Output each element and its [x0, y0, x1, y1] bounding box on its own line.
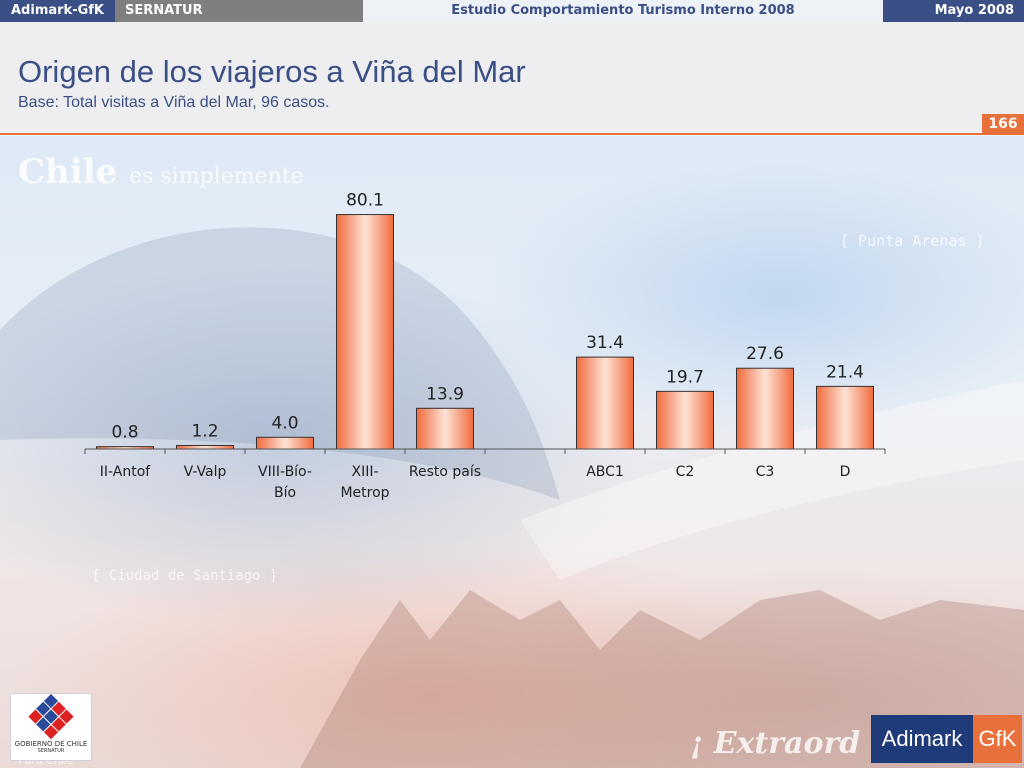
data-label: 1.2 [191, 421, 218, 441]
gobierno-logo: GOBIERNO DE CHILE SERNATUR [10, 693, 92, 761]
bar [176, 444, 234, 450]
data-label: 13.9 [426, 384, 464, 404]
sernatur-label: SERNATUR [37, 748, 65, 754]
top-bar: Adimark-GfK SERNATUR Estudio Comportamie… [0, 0, 1024, 22]
slide-header [0, 22, 1024, 134]
tick-label: V-Valp [184, 464, 227, 480]
data-label: 31.4 [586, 333, 624, 353]
bar [656, 390, 714, 450]
bar [336, 214, 394, 450]
tick-label: Resto país [409, 464, 481, 480]
bar [816, 385, 874, 450]
gobierno-label: GOBIERNO DE CHILE [14, 740, 88, 748]
bar [576, 356, 634, 450]
tick-label: Metrop [340, 485, 389, 501]
background-scenery [0, 136, 1024, 768]
tick-label: VIII-Bío- [258, 464, 312, 480]
company-label: Adimark-GfK [0, 0, 115, 22]
gfk-logo-text: GfK [973, 715, 1022, 763]
tick-label: D [840, 464, 851, 480]
client-label: SERNATUR [115, 0, 363, 22]
watermark-place-1: [ Punta Arenas ] [840, 232, 985, 250]
data-label: 80.1 [346, 191, 384, 211]
adimark-gfk-logo: Adimark GfK [871, 715, 1022, 763]
tick-label: XIII- [351, 464, 378, 480]
header-divider [0, 133, 1024, 135]
bar [736, 367, 794, 450]
adimark-logo-text: Adimark [871, 715, 973, 763]
tick-label: II-Antof [100, 464, 152, 480]
tick-label: C3 [756, 464, 775, 480]
slide-title: Origen de los viajeros a Viña del Mar [18, 54, 526, 89]
watermark-slogan: Chile es simplemente [18, 152, 304, 192]
page-number: 166 [982, 114, 1024, 135]
data-label: 27.6 [746, 344, 784, 364]
tick-label: ABC1 [586, 464, 624, 480]
date-label: Mayo 2008 [883, 0, 1024, 22]
watermark-place-2: [ Ciudad de Santiago ] [92, 568, 278, 584]
tick-label: Bío [274, 485, 296, 501]
slide-subtitle: Base: Total visitas a Viña del Mar, 96 c… [18, 94, 330, 111]
gobierno-emblem-icon [28, 693, 74, 740]
bar [256, 436, 314, 450]
data-label: 4.0 [271, 413, 298, 433]
data-label: 21.4 [826, 362, 864, 382]
tick-label: C2 [676, 464, 695, 480]
data-label: 19.7 [666, 367, 704, 387]
watermark-tagline: ¡ Extraord [690, 726, 861, 761]
data-label: 0.8 [111, 423, 138, 443]
bar [416, 407, 474, 450]
study-title: Estudio Comportamiento Turismo Interno 2… [363, 0, 883, 22]
